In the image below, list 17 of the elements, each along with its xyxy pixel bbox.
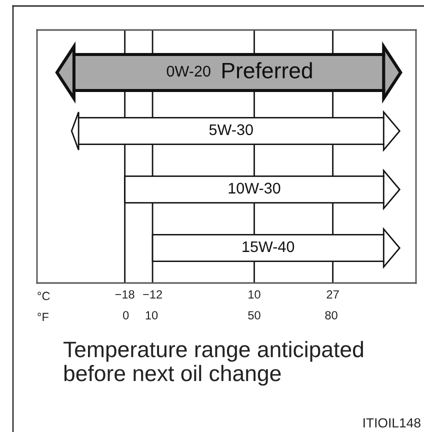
x2-tick-label: 10 xyxy=(146,311,158,320)
x2-tick-label: 80 xyxy=(325,311,338,320)
x-tick-label: −18 xyxy=(115,290,134,299)
text: Temperature range anticipated before next oil change xyxy=(64,341,363,386)
x-tick-label: 27 xyxy=(326,290,339,298)
y-tick-label: 15W-40 xyxy=(242,241,294,252)
x-axis-title: °C xyxy=(38,292,50,300)
x2-tick-label: 50 xyxy=(248,311,260,320)
y-tick-label: 10W-30 xyxy=(228,182,280,194)
x-tick-label: −12 xyxy=(143,290,162,298)
y-tick-label: 5W-30 xyxy=(209,124,253,136)
text: ITIOIL148 xyxy=(364,418,420,428)
y-tick-label: 0W-20 xyxy=(166,66,210,77)
annotation: Preferred xyxy=(222,62,312,78)
x2-tick-label: 0 xyxy=(123,311,129,320)
x2-axis-title: °F xyxy=(38,312,48,322)
x-tick-label: 10 xyxy=(248,290,260,299)
